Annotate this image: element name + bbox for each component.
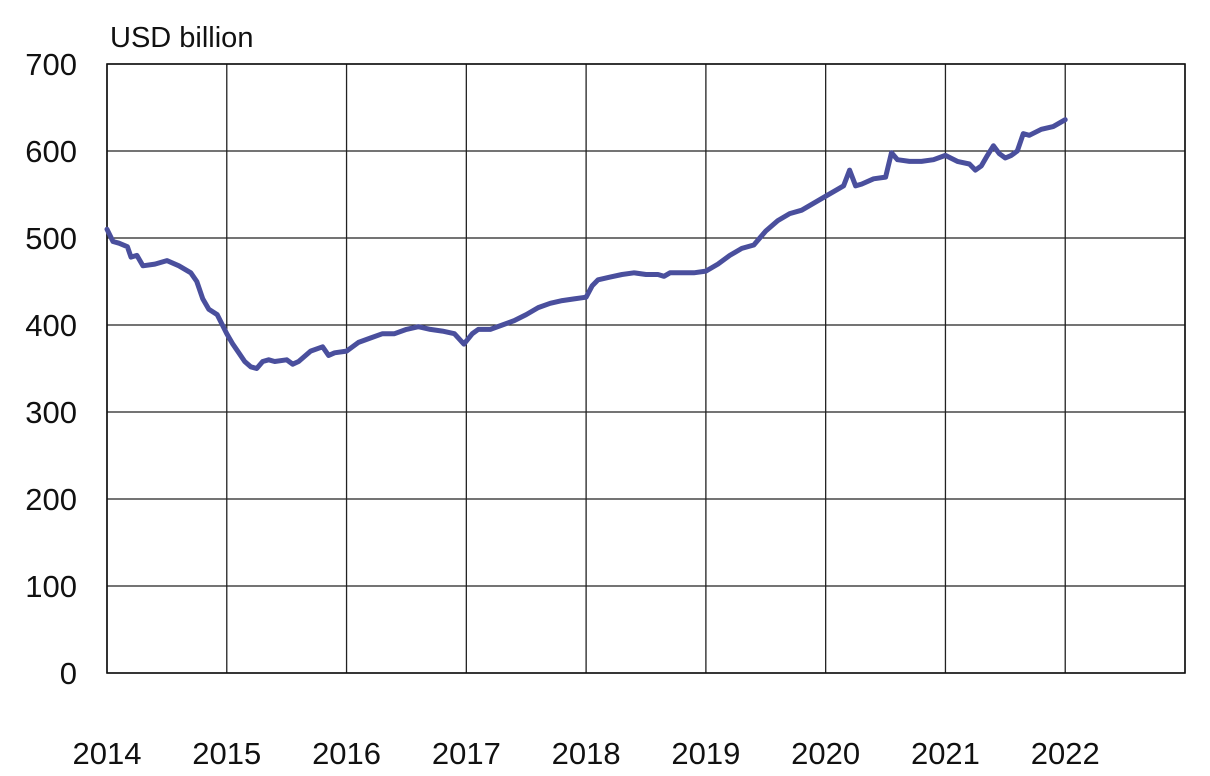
y-axis-unit-label: USD billion (110, 22, 253, 54)
x-tick-label: 2014 (73, 736, 142, 771)
y-tick-label: 0 (60, 656, 77, 691)
series-line (104, 117, 1068, 371)
y-tick-label: 400 (25, 308, 77, 343)
y-tick-label: 500 (25, 221, 77, 256)
x-tick-label: 2016 (312, 736, 381, 771)
y-tick-label: 200 (25, 482, 77, 517)
vertical-gridlines (106, 64, 1186, 673)
x-tick-label: 2015 (192, 736, 261, 771)
x-tick-label: 2022 (1031, 736, 1100, 771)
y-tick-label: 100 (25, 569, 77, 604)
y-tick-label: 700 (25, 47, 77, 82)
y-axis-tick-labels: 0 100 200 300 400 500 600 700 (25, 47, 77, 691)
x-tick-label: 2019 (671, 736, 740, 771)
x-axis-tick-labels: 2014 2015 2016 2017 2018 2019 2020 2021 2022 (73, 736, 1100, 771)
x-tick-label: 2017 (432, 736, 501, 771)
horizontal-gridlines (107, 63, 1185, 674)
y-tick-label: 600 (25, 134, 77, 169)
series-lines (104, 117, 1068, 371)
y-tick-label: 300 (25, 395, 77, 430)
x-tick-label: 2021 (911, 736, 980, 771)
x-tick-label: 2020 (791, 736, 860, 771)
x-tick-label: 2018 (552, 736, 621, 771)
plot-area-frame (106, 63, 1186, 674)
